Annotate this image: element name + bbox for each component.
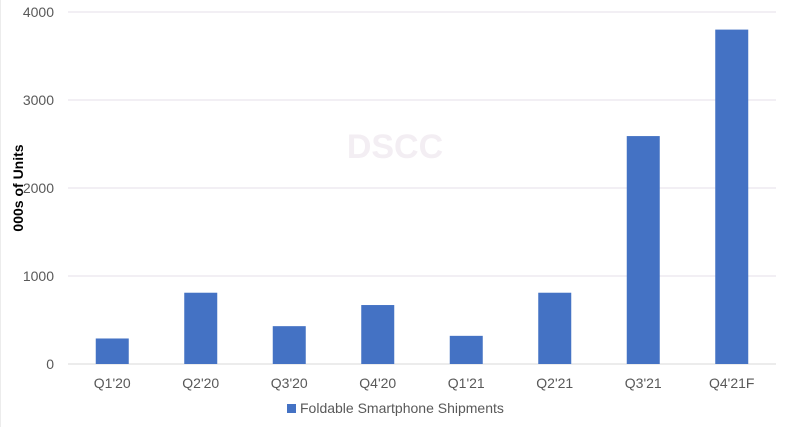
- legend-label: Foldable Smartphone Shipments: [300, 400, 504, 416]
- bar: [361, 305, 395, 364]
- bar: [538, 292, 572, 364]
- bar: [715, 29, 749, 364]
- x-tick-label: Q2'20: [182, 375, 219, 391]
- bar: [449, 335, 483, 364]
- x-tick-label: Q1'21: [448, 375, 485, 391]
- y-axis-label: 000s of Units: [10, 144, 26, 231]
- legend-swatch: [287, 404, 296, 413]
- y-tick-label: 2000: [23, 180, 54, 196]
- watermark: DSCC: [347, 128, 443, 166]
- y-tick-label: 1000: [23, 268, 54, 284]
- x-tick-label: Q4'21F: [709, 375, 754, 391]
- x-tick-label: Q3'21: [625, 375, 662, 391]
- x-tick-label: Q4'20: [359, 375, 396, 391]
- y-tick-label: 3000: [23, 92, 54, 108]
- x-axis-ticks: Q1'20 Q2'20 Q3'20 Q4'20 Q1'21 Q2'21 Q3'21 Q4'21…: [94, 375, 755, 391]
- bar: [95, 338, 129, 364]
- x-tick-label: Q2'21: [536, 375, 573, 391]
- bars: [95, 29, 749, 364]
- gridlines: [68, 11, 776, 365]
- y-tick-label: 0: [46, 356, 54, 372]
- x-tick-label: Q1'20: [94, 375, 131, 391]
- x-tick-label: Q3'20: [271, 375, 308, 391]
- bar: [626, 136, 660, 364]
- bar: [184, 292, 218, 364]
- y-axis-ticks: 0 1000 2000 3000 4000: [23, 4, 54, 372]
- y-tick-label: 4000: [23, 4, 54, 20]
- bar: [272, 326, 306, 364]
